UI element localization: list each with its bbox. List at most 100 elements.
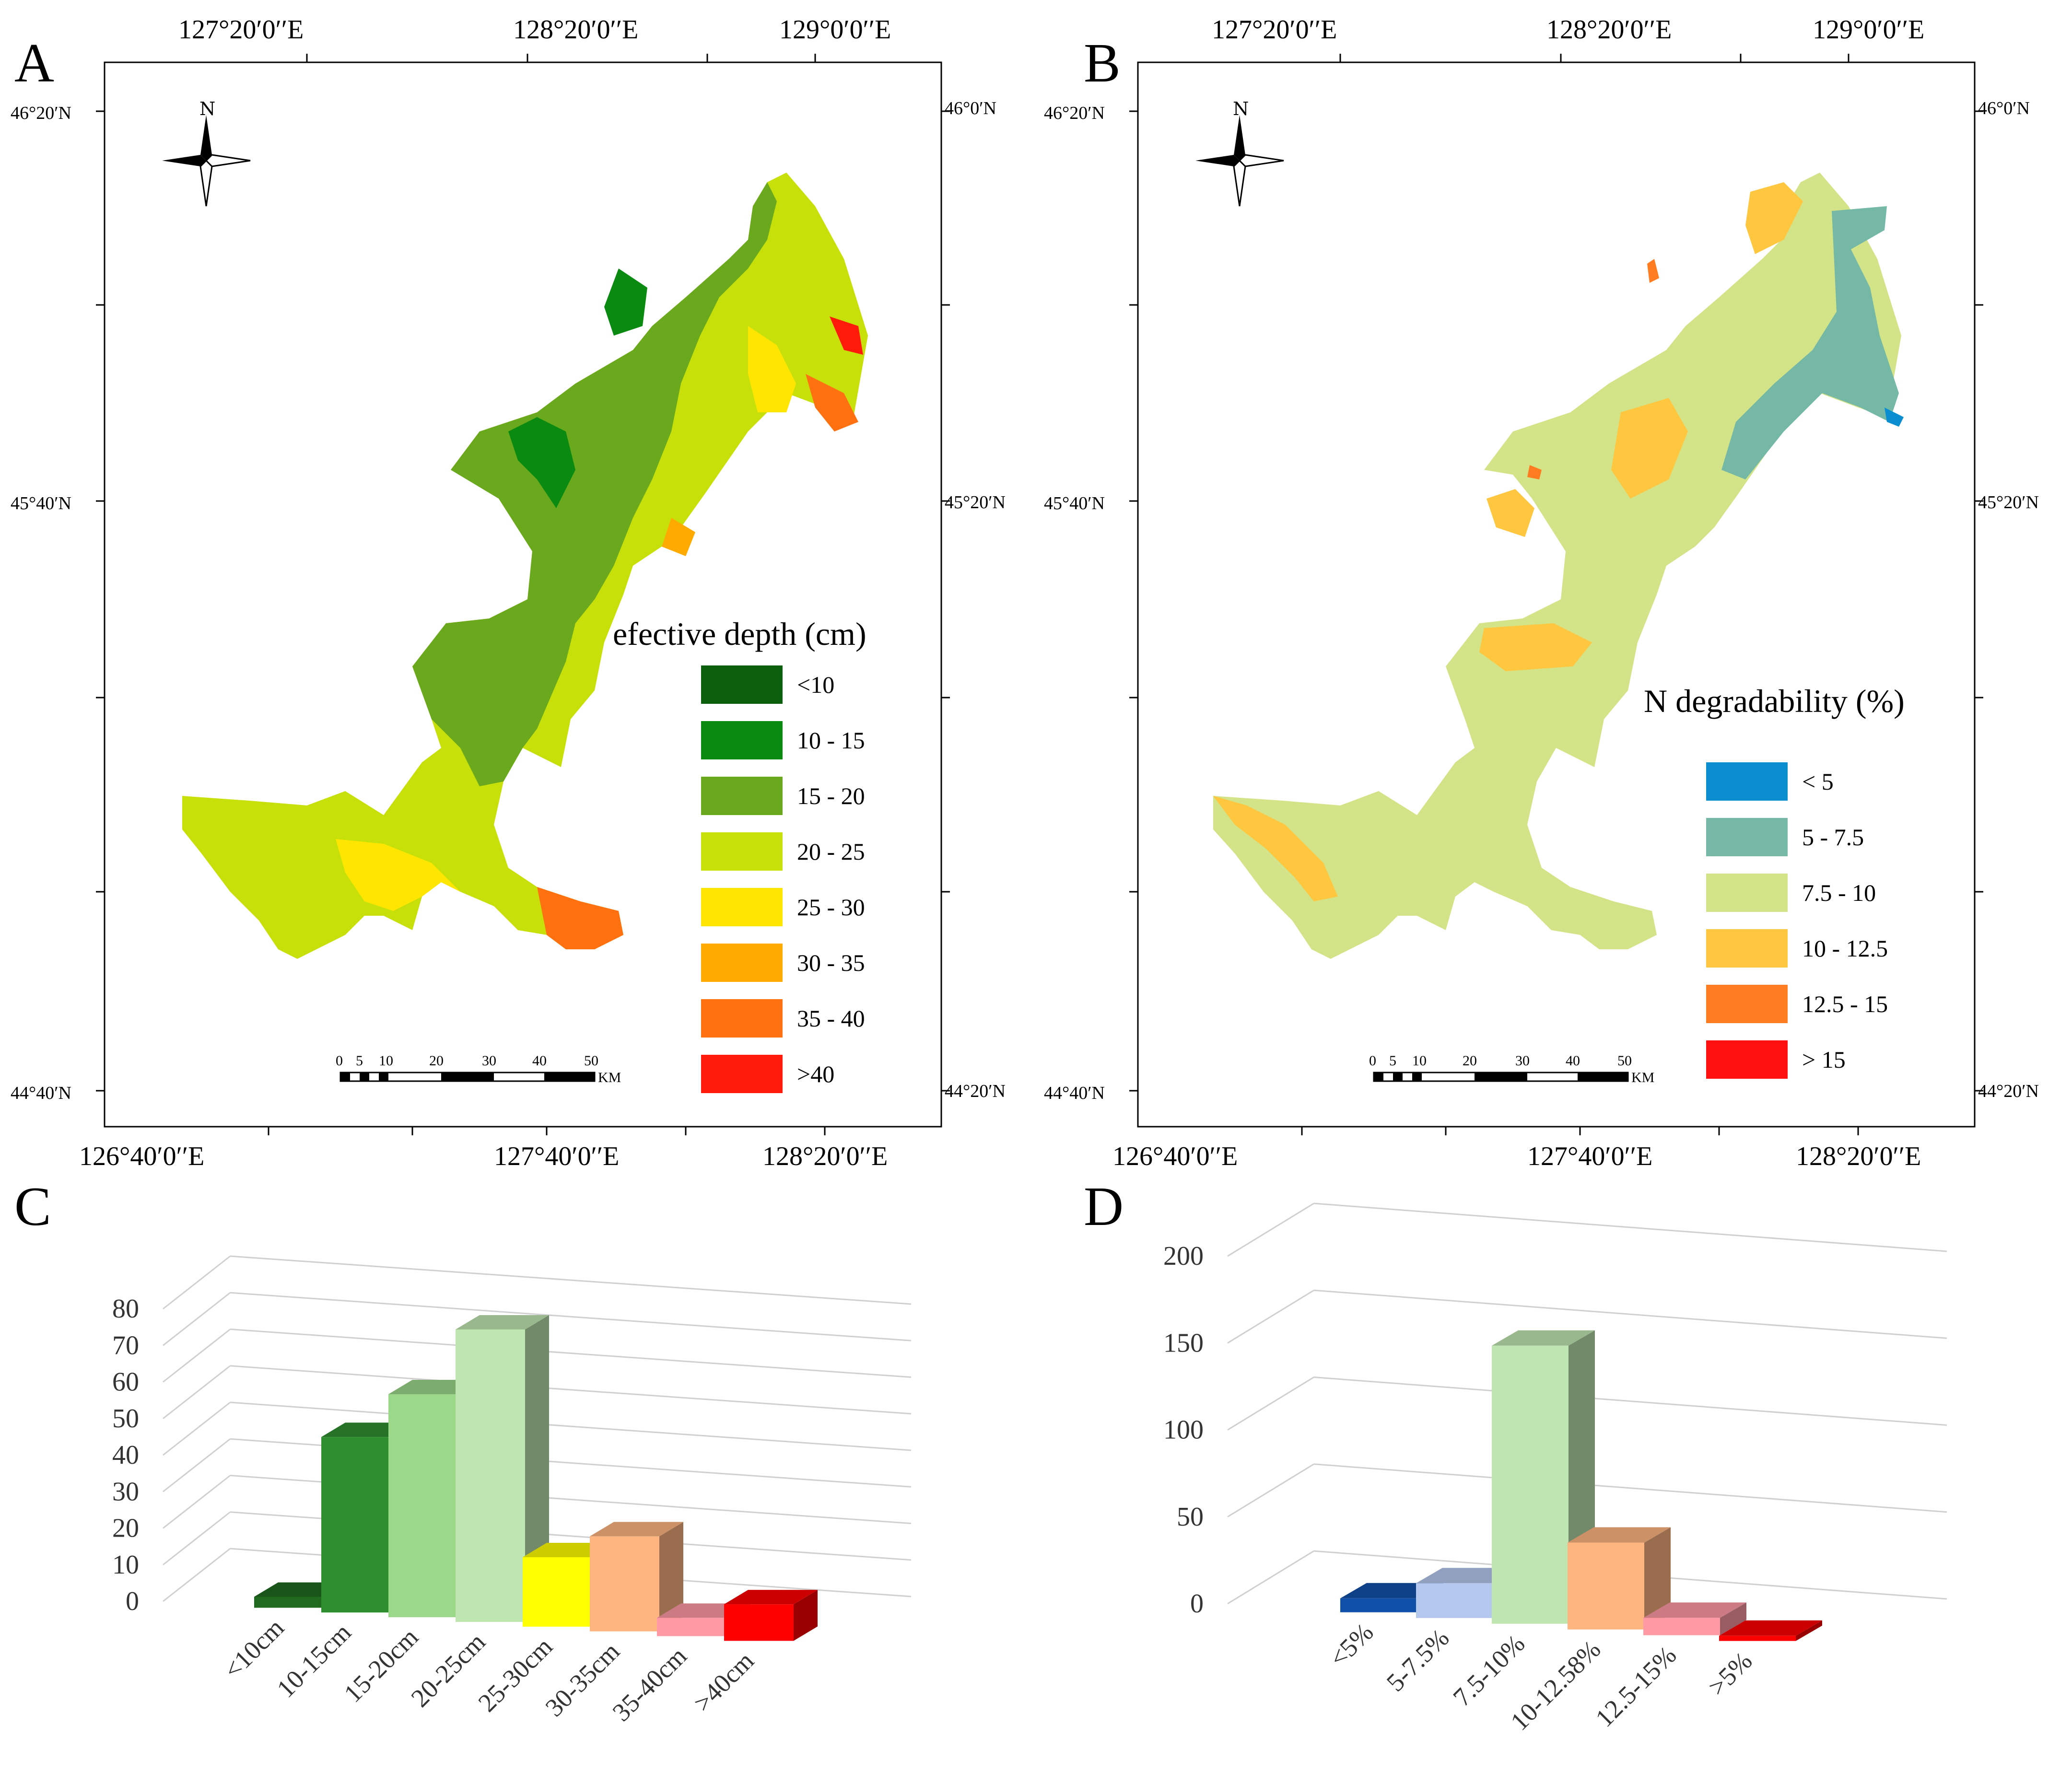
b-legend-label-1: 5 - 7.5 — [1802, 824, 1864, 851]
c-bar-0 — [254, 1597, 324, 1608]
d-bar-side-3 — [1644, 1527, 1671, 1630]
b-legend-swatch-2 — [1706, 874, 1788, 912]
map-region-orange — [537, 887, 623, 949]
a-top-lon-1: 127°20′0′′E — [178, 15, 304, 45]
map-region-blue — [1885, 408, 1904, 427]
panel-b-frame-ticks — [1129, 54, 1983, 1135]
c-bar-5 — [590, 1536, 659, 1632]
d-bar-4 — [1643, 1618, 1720, 1635]
d-bar-top-4 — [1643, 1602, 1746, 1618]
c-bar-top-3 — [456, 1315, 549, 1329]
panel-a: A 127°20′0′′E 128°20′0′′E 129°0′0′′E 126… — [11, 15, 1006, 1171]
b-scale-tick-30: 30 — [1515, 1053, 1530, 1069]
ndeg-map-region — [1213, 173, 1904, 959]
depth-map-region — [182, 173, 868, 959]
d-ytick-label: 150 — [1163, 1328, 1204, 1358]
c-bar-7 — [724, 1604, 794, 1641]
b-right-lat-2: 45°20′N — [1978, 492, 2039, 513]
b-legend-label-0: < 5 — [1802, 768, 1834, 795]
b-north-label: N — [1233, 98, 1249, 119]
b-top-lon-2: 128°20′0′′E — [1546, 15, 1672, 45]
c-ytick-label: 40 — [112, 1440, 139, 1470]
d-bar-1 — [1416, 1583, 1493, 1618]
c-gridline-side — [163, 1292, 231, 1346]
map-region-gold — [1745, 182, 1803, 254]
b-scale-bar — [1373, 1072, 1629, 1082]
a-legend-swatch-0 — [701, 665, 783, 704]
a-bottom-lon-2: 127°40′0′′E — [494, 1142, 619, 1171]
a-north-label: N — [199, 98, 215, 119]
c-category-label-7: >40cm — [688, 1646, 760, 1717]
a-legend-swatch-3 — [701, 832, 783, 871]
map-region-gold-5 — [1487, 489, 1534, 537]
map-region-orange-2 — [1527, 465, 1542, 479]
b-legend-label-5: > 15 — [1802, 1046, 1846, 1073]
a-right-lat-3: 44°20′N — [945, 1081, 1006, 1101]
a-legend-label-7: >40 — [797, 1061, 834, 1087]
a-legend-label-3: 20 - 25 — [797, 838, 865, 865]
a-left-lat-1: 46°20′N — [11, 103, 71, 123]
north-arrow-icon — [1195, 115, 1284, 207]
d-gridline — [1313, 1289, 1947, 1339]
a-scale-tick-5: 5 — [356, 1053, 363, 1069]
a-legend-swatch-4 — [701, 888, 783, 926]
b-legend-swatch-1 — [1706, 818, 1788, 856]
c-gridline — [230, 1401, 912, 1451]
d-gridline-side — [1227, 1289, 1314, 1344]
d-gridline-side — [1227, 1376, 1314, 1431]
d-bar-top-3 — [1568, 1527, 1671, 1543]
a-legend-swatch-6 — [701, 999, 783, 1038]
c-bar-3 — [456, 1329, 525, 1622]
a-right-lat-1: 46°0′N — [945, 98, 996, 118]
c-gridline — [230, 1365, 912, 1415]
map-region-main — [182, 173, 868, 959]
map-region-teal — [1721, 206, 1899, 479]
c-ytick-label: 50 — [112, 1404, 139, 1434]
a-top-lon-3: 129°0′0′′E — [779, 15, 891, 45]
map-region-amber — [662, 518, 695, 556]
a-legend-label-1: 10 - 15 — [797, 727, 865, 754]
chart-c: 01020304050607080<10cm10-15cm15-20cm20-2… — [112, 1255, 912, 1727]
c-bar-2 — [388, 1394, 458, 1618]
a-legend-swatch-5 — [701, 944, 783, 982]
map-region-darkgreen — [508, 417, 575, 508]
c-bar-top-5 — [590, 1522, 683, 1537]
a-scale-tick-40: 40 — [532, 1053, 547, 1069]
d-bar-2 — [1492, 1345, 1569, 1624]
c-gridline-side — [163, 1511, 231, 1565]
a-scale-bar — [339, 1072, 596, 1082]
c-gridline — [230, 1329, 912, 1378]
d-bar-top-5 — [1719, 1620, 1822, 1636]
d-bar-side-4 — [1720, 1602, 1746, 1635]
b-scale-tick-50: 50 — [1617, 1053, 1632, 1069]
c-gridline-side — [163, 1401, 231, 1456]
d-category-label-0: <5% — [1324, 1618, 1379, 1673]
c-bar-side-5 — [659, 1522, 683, 1632]
b-legend: < 5 5 - 7.5 7.5 - 10 10 - 12.5 12.5 - 15 > 15 — [1706, 762, 1888, 1079]
b-right-lat-1: 46°0′N — [1978, 98, 2030, 118]
d-gridline — [1313, 1376, 1947, 1426]
a-legend-title: efective depth (cm) — [613, 616, 866, 652]
c-bar-side-7 — [794, 1590, 818, 1641]
c-gridline — [230, 1255, 912, 1305]
a-legend-label-0: <10 — [797, 671, 834, 698]
d-category-label-2: 7.5-10% — [1448, 1629, 1531, 1712]
b-scale-tick-5: 5 — [1389, 1053, 1396, 1069]
a-left-lat-2: 45°40′N — [11, 493, 71, 513]
c-ytick-label: 0 — [126, 1586, 139, 1616]
c-gridline-side — [163, 1365, 231, 1419]
d-gridline-side — [1227, 1202, 1314, 1257]
a-scale-tick-0: 0 — [336, 1053, 343, 1069]
b-bottom-lon-3: 128°20′0′′E — [1796, 1142, 1921, 1171]
d-bar-3 — [1568, 1542, 1644, 1630]
c-gridline-side — [163, 1329, 231, 1383]
map-region-yellow-2 — [748, 326, 796, 412]
d-gridline-side — [1227, 1463, 1314, 1518]
b-top-lon-3: 129°0′0′′E — [1813, 15, 1924, 45]
b-scale-tick-40: 40 — [1566, 1053, 1580, 1069]
map-region-yellow — [336, 839, 460, 911]
b-scale-unit: KM — [1631, 1070, 1654, 1085]
b-right-lat-3: 44°20′N — [1978, 1081, 2039, 1101]
a-legend-swatch-1 — [701, 721, 783, 759]
map-region-orange — [1647, 259, 1659, 283]
